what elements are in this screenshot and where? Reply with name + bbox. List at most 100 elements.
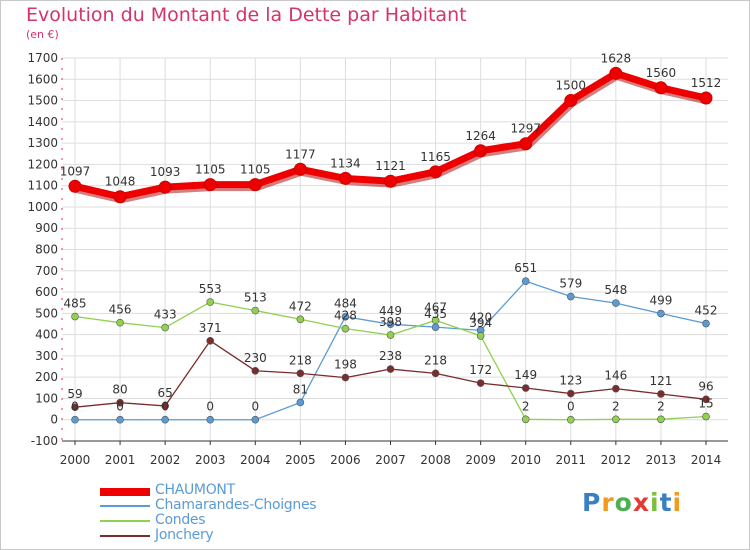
data-point-chamarandes-choignes — [116, 415, 124, 424]
brand-letter: o — [614, 488, 633, 517]
grid — [62, 57, 728, 442]
brand-letter: x — [632, 488, 650, 517]
data-label-chamarandes-choignes: 452 — [695, 304, 718, 318]
y-tick-label: 900 — [35, 221, 58, 235]
x-tick-label: 2010 — [510, 453, 541, 467]
data-label-chamarandes-choignes: 449 — [379, 304, 402, 318]
data-point-jonchery — [476, 379, 485, 387]
data-label-condes: 485 — [64, 297, 87, 311]
y-tick-label: 1000 — [27, 200, 58, 214]
y-tick-label: 1100 — [27, 179, 58, 193]
data-point-chamarandes-choignes — [386, 320, 395, 328]
data-point-jonchery — [116, 398, 124, 407]
data-point-condes — [341, 324, 350, 333]
data-point-jonchery — [702, 395, 710, 404]
data-label-chaumont: 1177 — [285, 147, 316, 161]
x-tick-label: 2013 — [646, 453, 677, 467]
legend-label: Jonchery — [155, 527, 214, 543]
data-point-chaumont — [113, 190, 127, 204]
data-label-jonchery: 146 — [604, 369, 627, 383]
data-point-condes — [566, 415, 575, 424]
data-point-chamarandes-choignes — [296, 398, 305, 407]
data-point-jonchery — [657, 390, 665, 398]
data-point-chaumont — [338, 171, 352, 185]
data-point-condes — [116, 318, 124, 327]
y-tick-label: 600 — [35, 285, 58, 299]
data-point-chamarandes-choignes — [341, 312, 350, 321]
data-point-condes — [71, 312, 79, 321]
data-label-chamarandes-choignes: 0 — [116, 400, 124, 414]
legend-label: Condes — [155, 512, 206, 528]
data-label-chaumont: 1097 — [60, 164, 91, 178]
x-tick-label: 2003 — [195, 453, 226, 467]
data-point-condes — [521, 415, 530, 424]
data-point-chaumont — [248, 178, 262, 192]
data-label-chamarandes-choignes: 499 — [649, 294, 672, 308]
data-point-jonchery — [296, 369, 305, 378]
data-point-condes — [431, 316, 440, 325]
data-label-jonchery: 80 — [112, 383, 127, 397]
data-point-chaumont — [654, 81, 668, 95]
legend-swatch — [100, 535, 150, 537]
data-label-jonchery: 238 — [379, 349, 402, 363]
brand-letter: r — [601, 488, 615, 517]
y-tick-label: 300 — [35, 349, 58, 363]
data-label-jonchery: 59 — [67, 387, 82, 401]
y-tick-label: 0 — [50, 413, 58, 427]
data-point-chamarandes-choignes — [431, 323, 440, 331]
y-tick-label: 500 — [35, 306, 58, 320]
brand-letter: i — [672, 488, 683, 517]
data-label-jonchery: 218 — [289, 353, 312, 367]
data-point-jonchery — [251, 366, 260, 375]
axes: -100010020030040050060070080090010001100… — [27, 51, 728, 467]
x-tick-label: 2001 — [105, 453, 136, 467]
series — [68, 66, 713, 424]
data-point-chamarandes-choignes — [566, 292, 575, 301]
data-label-condes: 467 — [424, 300, 447, 314]
data-label-chamarandes-choignes: 0 — [71, 400, 79, 414]
y-tick-label: 200 — [35, 370, 58, 384]
data-point-chaumont — [519, 137, 533, 151]
y-tick-label: 1200 — [27, 157, 58, 171]
data-label-chaumont: 1121 — [375, 159, 406, 173]
data-label-jonchery: 371 — [199, 321, 222, 335]
legend-label: CHAUMONT — [155, 482, 235, 498]
x-tick-label: 2014 — [691, 453, 722, 467]
data-point-chaumont — [429, 165, 443, 179]
y-tick-label: 100 — [35, 391, 58, 405]
brand-letter: t — [659, 488, 673, 517]
data-label-chamarandes-choignes: 420 — [469, 310, 492, 324]
data-point-chaumont — [158, 180, 172, 194]
data-label-condes: 0 — [567, 400, 575, 414]
data-point-chamarandes-choignes — [71, 415, 79, 424]
data-point-condes — [386, 331, 395, 339]
data-point-condes — [161, 323, 169, 332]
x-tick-label: 2007 — [375, 453, 406, 467]
data-point-chaumont — [68, 179, 82, 193]
data-label-chamarandes-choignes: 484 — [334, 297, 357, 311]
data-label-condes: 472 — [289, 299, 312, 313]
data-point-chamarandes-choignes — [521, 277, 530, 286]
data-label-chamarandes-choignes: 81 — [293, 382, 308, 396]
y-tick-label: 1600 — [27, 72, 58, 86]
data-point-jonchery — [386, 365, 395, 373]
legend-swatch — [100, 488, 150, 496]
data-label-condes: 513 — [244, 291, 267, 305]
x-tick-label: 2006 — [330, 453, 361, 467]
data-label-chamarandes-choignes: 0 — [161, 400, 169, 414]
data-point-jonchery — [612, 384, 620, 393]
data-point-condes — [476, 332, 485, 340]
y-tick-label: 1400 — [27, 115, 58, 129]
brand-letter: P — [582, 488, 602, 517]
data-label-condes: 2 — [522, 399, 530, 413]
brand-letter: i — [650, 488, 660, 517]
x-tick-label: 2005 — [285, 453, 316, 467]
data-label-condes: 428 — [334, 309, 357, 323]
data-point-chamarandes-choignes — [161, 415, 169, 424]
data-point-chaumont — [699, 91, 713, 105]
data-label-chamarandes-choignes: 0 — [206, 400, 214, 414]
data-point-jonchery — [431, 369, 440, 378]
brand-logo: Proxiti — [582, 488, 682, 517]
